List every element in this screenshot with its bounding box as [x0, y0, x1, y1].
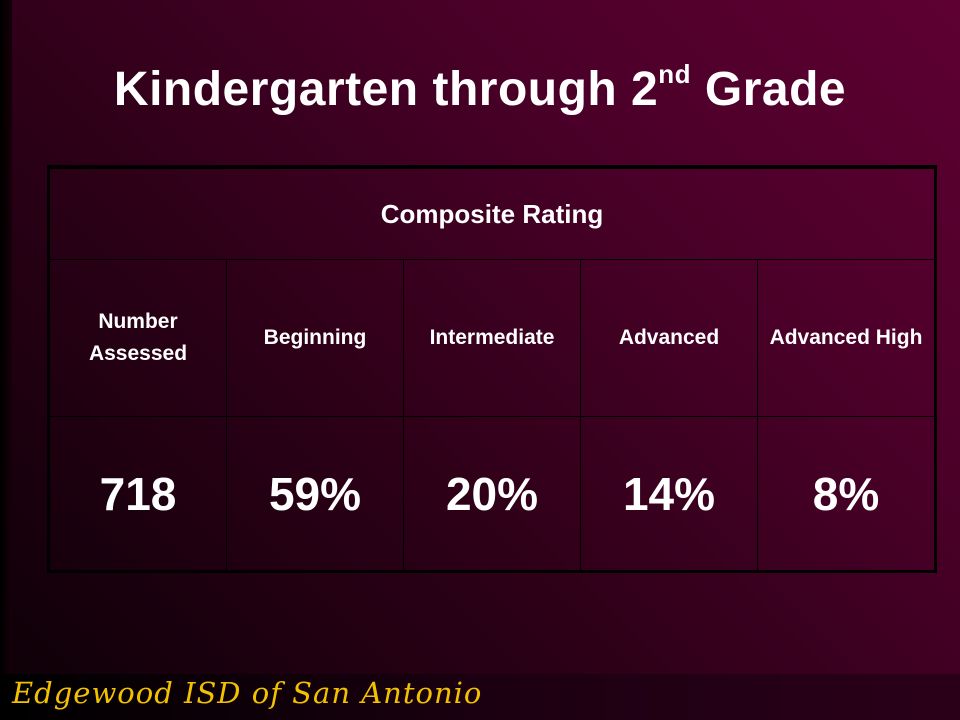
table-header-row: Composite Rating: [49, 168, 935, 260]
left-edge-strip: [0, 0, 12, 720]
title-end: Grade: [691, 63, 847, 116]
value-advanced-high: 8%: [757, 416, 935, 571]
composite-rating-table: Composite Rating Number Assessed Beginni…: [47, 165, 937, 573]
value-number-assessed: 718: [49, 416, 227, 571]
footer-organization-name: Edgewood ISD of San Antonio: [12, 676, 483, 710]
value-intermediate: 20%: [403, 416, 581, 571]
values-row: 718 59% 20% 14% 8%: [49, 416, 935, 571]
slide-title: Kindergarten through 2nd Grade: [0, 58, 960, 122]
column-headers-row: Number Assessed Beginning Intermediate A…: [49, 259, 935, 417]
column-header-beginning: Beginning: [226, 259, 404, 417]
footer-bar: Edgewood ISD of San Antonio: [0, 674, 960, 720]
column-header-number-assessed: Number Assessed: [49, 259, 227, 417]
column-header-advanced: Advanced: [580, 259, 758, 417]
value-beginning: 59%: [226, 416, 404, 571]
title-main: Kindergarten through 2: [113, 63, 659, 116]
table-header-cell: Composite Rating: [49, 168, 935, 260]
column-header-advanced-high: Advanced High: [757, 259, 935, 417]
column-header-intermediate: Intermediate: [403, 259, 581, 417]
value-advanced: 14%: [580, 416, 758, 571]
data-table: Composite Rating Number Assessed Beginni…: [49, 168, 935, 571]
title-superscript: nd: [658, 59, 692, 89]
